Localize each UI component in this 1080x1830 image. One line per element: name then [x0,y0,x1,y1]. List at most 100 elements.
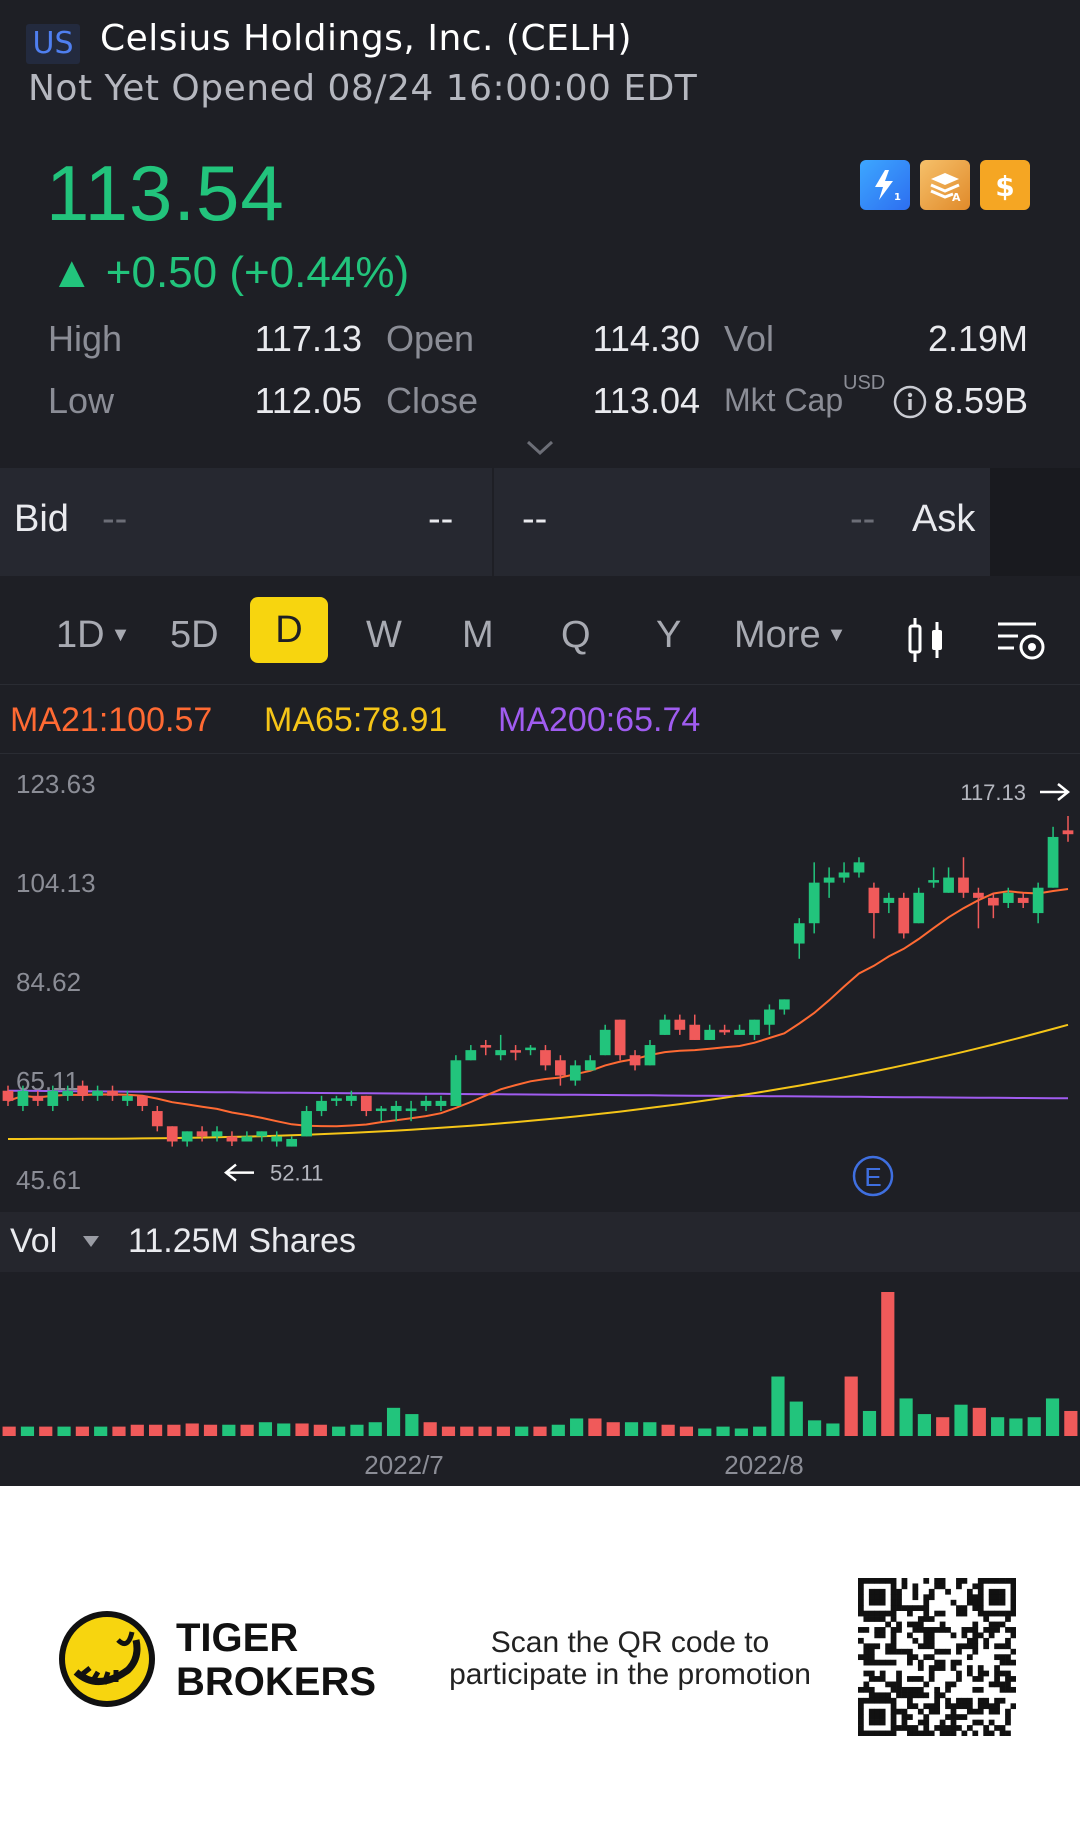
volume-bar [991,1417,1005,1436]
low-value: 112.05 [254,380,362,421]
candle [360,1095,372,1117]
volume-bar [643,1422,657,1436]
candle [346,1090,357,1106]
tab-more[interactable]: More ▼ [734,614,847,656]
ma65-value: MA65:78.91 [264,701,448,739]
tiger-logo [58,1610,156,1708]
candle [793,918,805,959]
candle [764,1004,775,1035]
candle [614,1019,626,1061]
volume-bar [258,1422,273,1436]
candle [450,1055,462,1106]
brand-line2: BROKERS [176,1660,377,1704]
y-tick-label: 123.63 [16,769,96,799]
volume-bar [972,1407,986,1436]
qr-code-image[interactable] [858,1578,1016,1736]
tab-y[interactable]: Y [656,614,682,656]
price-change: ▲ +0.50 (+0.44%) [50,248,410,297]
promo-line1: Scan the QR code to [490,1626,770,1659]
candle [166,1126,178,1147]
volume-bar [332,1426,346,1436]
candle [510,1045,521,1061]
close-value: 113.04 [592,380,700,421]
candle [107,1085,118,1101]
candle [1062,815,1074,842]
mktcap-label: Mkt Cap [724,382,844,418]
candle [749,1019,760,1040]
ma65-line [8,1023,1069,1140]
candlestick-type-icon[interactable] [902,614,950,666]
volume-bar [20,1426,35,1436]
market-badge: US [26,24,80,64]
promo-line2: participate in the promotion [449,1658,811,1691]
stock-quote-screen: US Celsius Holdings, Inc. (CELH) Not Yet… [0,0,1080,1486]
volume-bar [881,1292,895,1436]
candle [913,887,925,924]
stock-name: Celsius Holdings, Inc. (CELH) [100,18,633,59]
volume-value: 11.25M Shares [128,1222,357,1260]
volume-bar [57,1426,71,1436]
y-tick-label: 104.13 [16,868,96,898]
mktcap-currency: USD [843,372,886,394]
candle [928,867,940,888]
volume-chart[interactable]: 2022/7 2022/8 [0,1272,1080,1486]
candle [17,1085,29,1112]
candle [1032,882,1044,924]
volume-bar [386,1407,401,1436]
volume-bar [753,1426,767,1436]
candle [211,1126,223,1142]
tab-5d[interactable]: 5D [170,614,219,656]
volume-bar [533,1426,547,1436]
volume-bar [1027,1417,1041,1436]
candle [151,1105,163,1132]
volume-bar [39,1426,53,1436]
candle [719,1024,730,1035]
tab-q[interactable]: Q [561,614,591,656]
candle [838,862,850,883]
volume-bar [167,1424,181,1436]
volume-bar [936,1417,950,1436]
candle [196,1126,208,1142]
volume-bar [551,1424,565,1436]
stack-coins-icon[interactable]: A [920,160,970,210]
tab-1d[interactable]: 1D ▼ [56,614,131,656]
candle [286,1136,298,1147]
volume-bar [844,1376,858,1436]
ma21-line [7,888,1069,1128]
volume-bar [661,1424,675,1436]
chevron-down-icon[interactable] [524,436,556,460]
bid-label: Bid [14,498,69,540]
volume-bar [423,1422,437,1436]
chart-settings-icon[interactable] [996,616,1048,664]
candle [226,1131,238,1147]
candle [958,857,969,898]
volume-dropdown-icon[interactable] [80,1232,102,1250]
volume-header: Vol 11.25M Shares [0,1212,1080,1272]
candle [331,1095,342,1106]
volume-bar [350,1424,364,1436]
volume-bar [295,1423,309,1436]
candle [62,1085,74,1101]
candle [689,1014,701,1040]
candle [241,1131,253,1142]
tab-w[interactable]: W [366,614,402,656]
volume-bar [313,1424,327,1436]
ask-label: Ask [912,498,976,540]
candle [584,1055,596,1071]
volume-bar [405,1414,419,1436]
info-icon[interactable] [892,384,928,420]
dollar-icon[interactable]: $ [980,160,1030,210]
volume-bar [75,1426,89,1436]
candle [2,1085,14,1106]
lightning-level1-icon[interactable]: 1 [860,160,910,210]
tab-d[interactable]: D [250,597,328,663]
candle [136,1095,148,1112]
moving-average-legend: MA21:100.57 MA65:78.91 MA200:65.74 [0,684,1080,754]
candle [644,1039,656,1066]
brand-line1: TIGER [176,1616,299,1660]
market-status: Not Yet Opened 08/24 16:00:00 EDT [28,68,698,109]
y-tick-label: 45.61 [16,1165,81,1195]
tab-m[interactable]: M [462,614,494,656]
candle [943,867,954,893]
